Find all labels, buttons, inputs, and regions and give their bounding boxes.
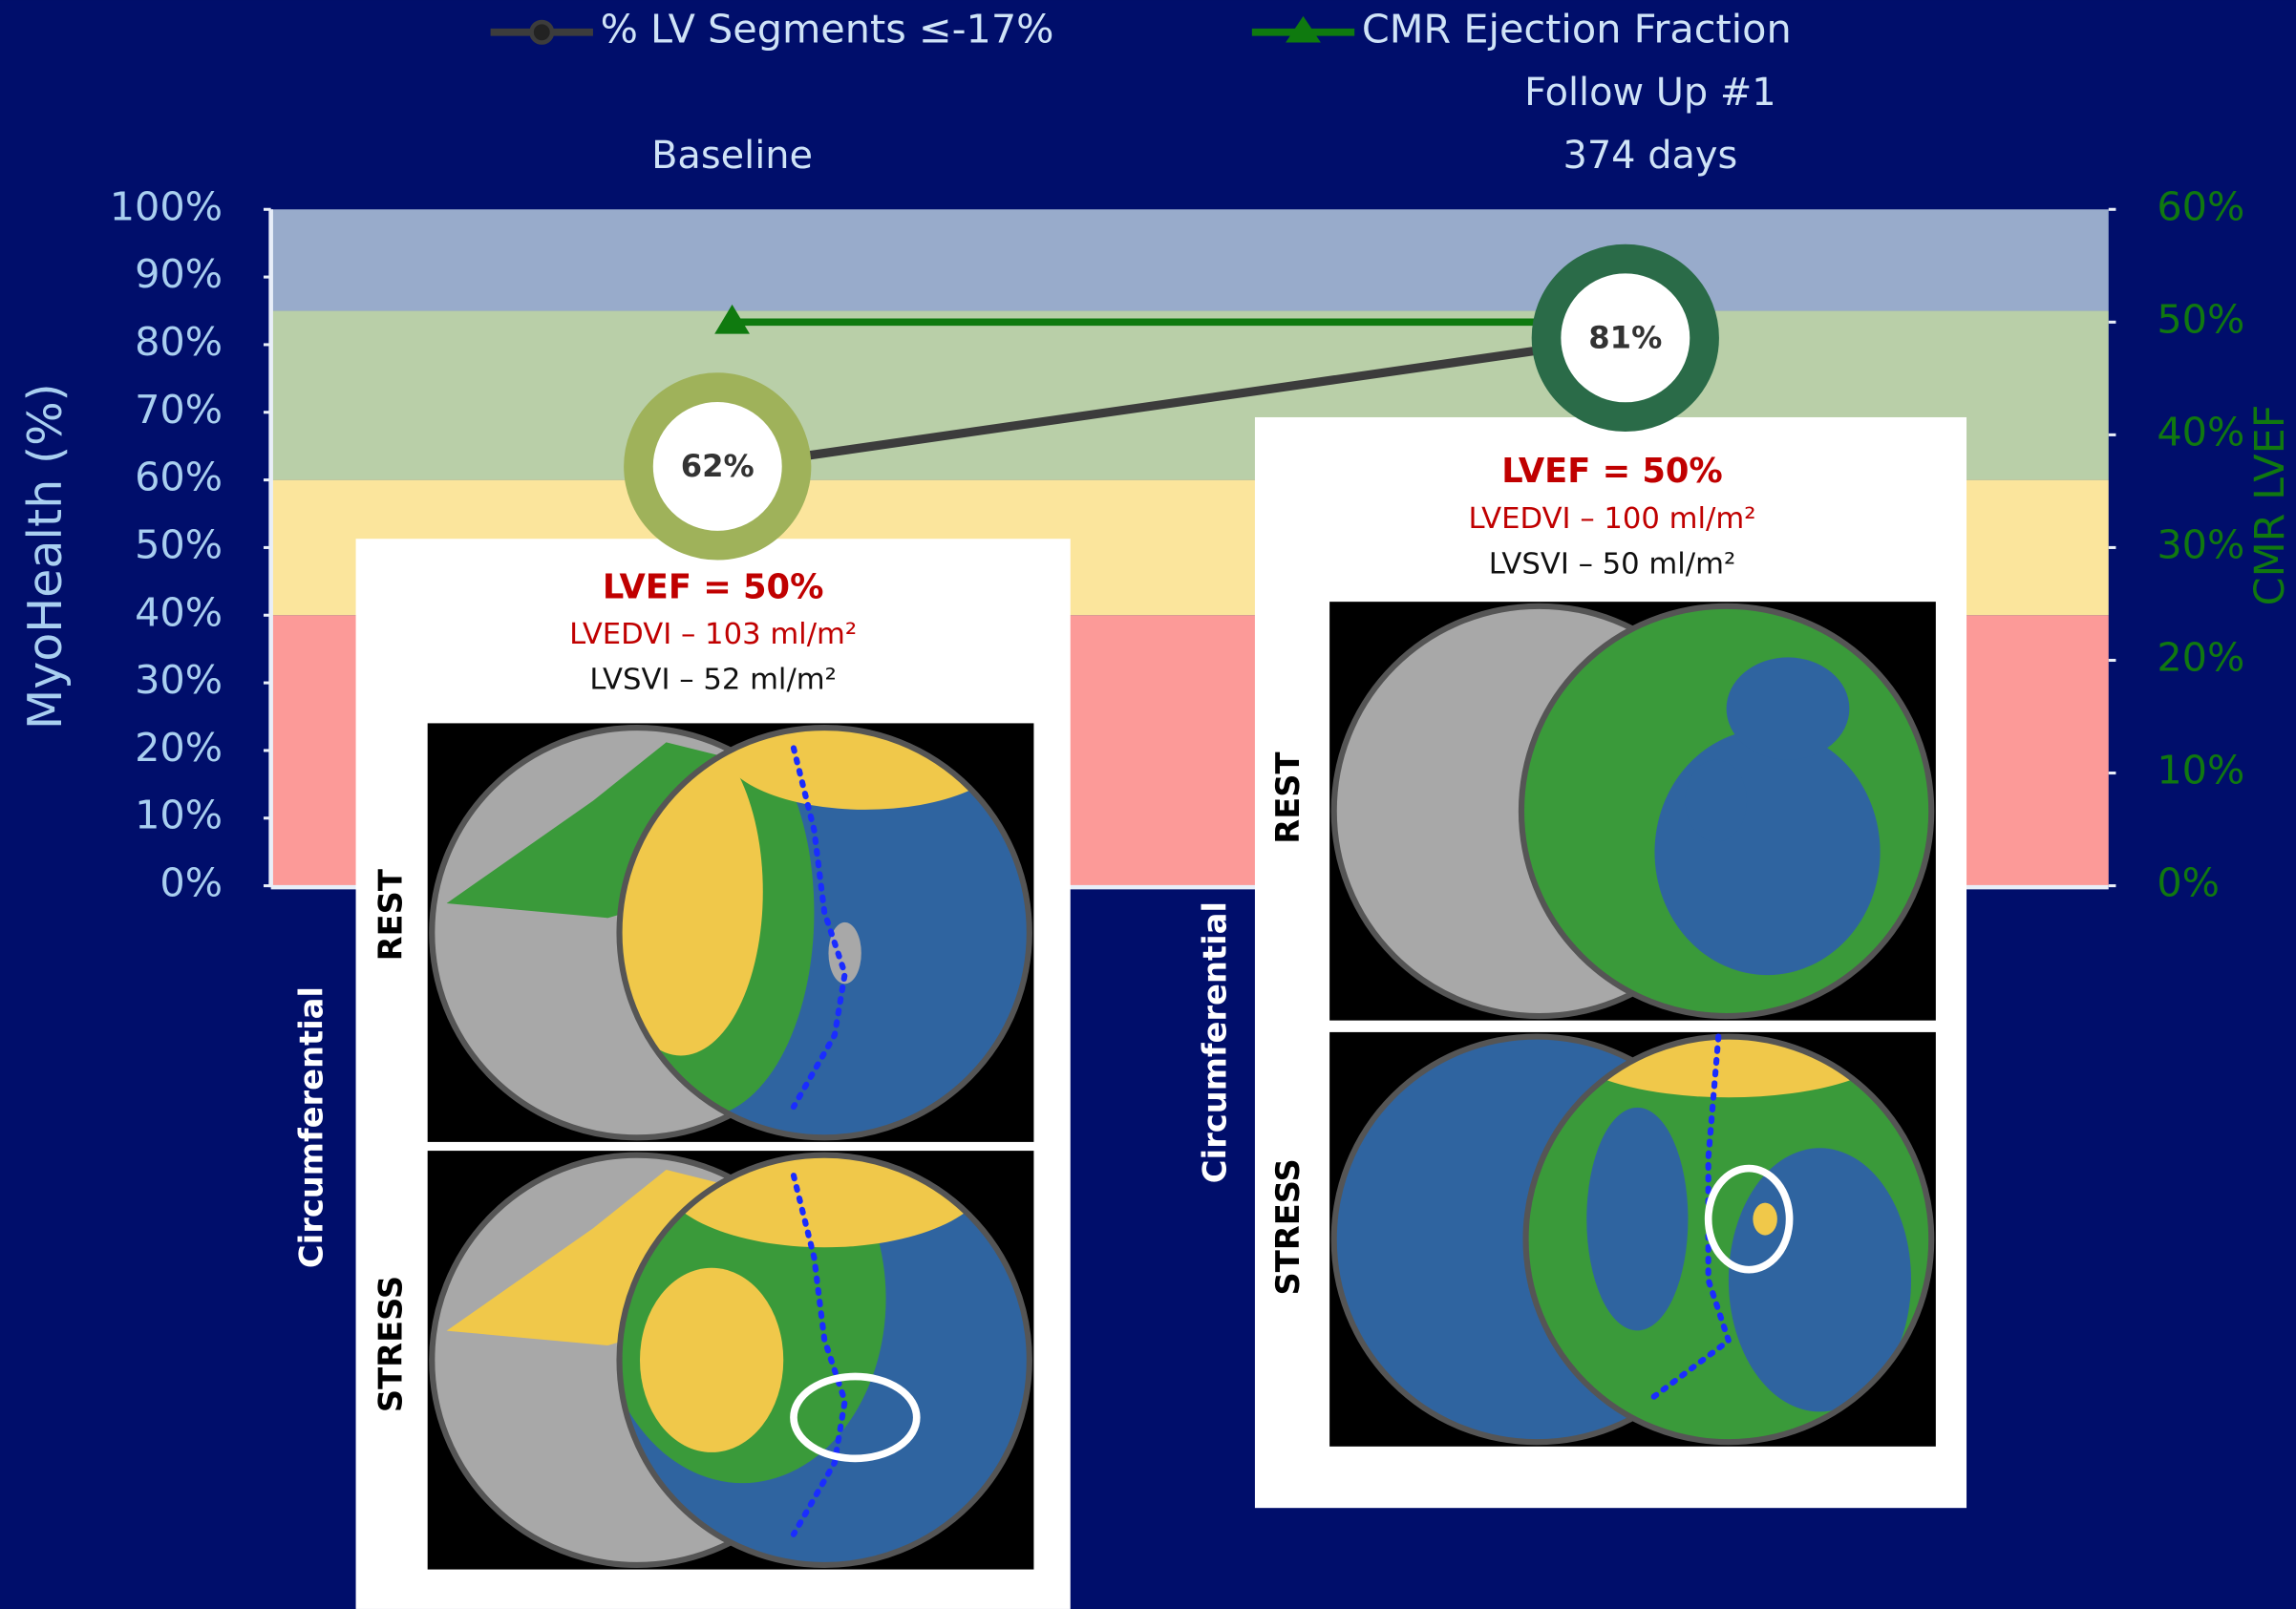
y2-tick-label: 60% bbox=[2157, 183, 2244, 229]
y2-tick-label: 20% bbox=[2157, 634, 2244, 680]
bullseye bbox=[1329, 1031, 1936, 1447]
lvef: LVEF = 50% bbox=[1501, 452, 1723, 491]
map-blob bbox=[1753, 1202, 1777, 1236]
map-dotted-line bbox=[790, 1173, 848, 1537]
value-label: 62% bbox=[681, 448, 755, 484]
map-right bbox=[1520, 605, 1932, 1017]
circle-marker bbox=[624, 372, 812, 561]
rest-label: REST bbox=[372, 869, 409, 961]
y2-tick-label: 0% bbox=[2157, 860, 2220, 906]
y-tick-label: 70% bbox=[135, 387, 223, 433]
y2-tick-label: 10% bbox=[2157, 748, 2244, 794]
map-blob bbox=[1566, 1036, 1891, 1098]
rest-label: REST bbox=[1269, 752, 1307, 843]
map-right bbox=[619, 1154, 1030, 1565]
map-right bbox=[619, 728, 1030, 1138]
bullseye-maps bbox=[427, 602, 1936, 1570]
lvsvi: LVSVI – 52 ml/m² bbox=[589, 663, 837, 696]
y2-tick-label: 30% bbox=[2157, 521, 2244, 567]
category-label: Baseline bbox=[651, 134, 813, 178]
map-blob bbox=[828, 921, 861, 984]
category-label: Follow Up #1 bbox=[1524, 71, 1776, 115]
line bbox=[731, 333, 1626, 471]
map-blob bbox=[639, 1267, 784, 1452]
map-blob bbox=[1654, 729, 1881, 976]
map-dotted-line bbox=[1644, 1033, 1733, 1405]
lvef: LVEF = 50% bbox=[603, 567, 824, 606]
stress-label: STRESS bbox=[372, 1276, 409, 1412]
lvsvi: LVSVI – 50 ml/m² bbox=[1489, 547, 1736, 581]
y-tick-label: 40% bbox=[135, 589, 223, 635]
legend-label: CMR Ejection Fraction bbox=[1362, 7, 1792, 53]
legend-marker bbox=[1286, 15, 1321, 43]
circle-marker bbox=[1531, 243, 1719, 432]
map-blob bbox=[1685, 759, 1748, 842]
y2-axis-title: CMR LVEF bbox=[2246, 405, 2294, 606]
y-tick-label: 90% bbox=[135, 251, 223, 297]
legend-label: % LV Segments ≤-17% bbox=[601, 7, 1054, 53]
y-tick-label: 30% bbox=[135, 657, 223, 703]
y-tick-label: 20% bbox=[135, 725, 223, 771]
map-blob bbox=[660, 1154, 989, 1248]
map-lesion bbox=[1704, 1164, 1794, 1274]
value-label: 81% bbox=[1588, 319, 1662, 355]
y-tick-label: 50% bbox=[135, 521, 223, 567]
y-axis-title: MyoHealth (%) bbox=[17, 383, 73, 730]
stress-label: STRESS bbox=[1269, 1158, 1307, 1295]
triangle-marker bbox=[714, 304, 750, 334]
map-lesion bbox=[790, 1372, 921, 1463]
bullseye bbox=[427, 1151, 1034, 1570]
lvedvi: LVEDVI – 103 ml/m² bbox=[569, 618, 857, 651]
map-blob bbox=[1726, 657, 1850, 760]
y-tick-label: 10% bbox=[135, 793, 223, 838]
y-tick-label: 100% bbox=[110, 183, 223, 229]
map-dotted-line bbox=[790, 745, 848, 1111]
plot: 62% 81% bbox=[624, 243, 1719, 561]
lvedvi: LVEDVI – 100 ml/m² bbox=[1468, 502, 1755, 536]
map-blob bbox=[721, 728, 1010, 810]
legend-marker bbox=[529, 19, 555, 45]
bullseye bbox=[1329, 602, 1936, 1021]
y2-tick-label: 40% bbox=[2157, 409, 2244, 455]
mode-label: Circumferential bbox=[293, 986, 330, 1268]
map-right-ring bbox=[616, 1152, 1032, 1569]
map-right-ring bbox=[1518, 603, 1935, 1020]
band bbox=[270, 209, 2109, 311]
map-right-ring bbox=[616, 724, 1032, 1141]
y-tick-label: 80% bbox=[135, 319, 223, 365]
map-right bbox=[1525, 1036, 1932, 1443]
category-note: 374 days bbox=[1563, 134, 1737, 178]
y2-tick-label: 50% bbox=[2157, 296, 2244, 342]
mode-label: Circumferential bbox=[1197, 901, 1234, 1183]
map-blob bbox=[1586, 1107, 1689, 1331]
y-tick-label: 0% bbox=[159, 860, 223, 906]
map-right-ring bbox=[1522, 1033, 1935, 1446]
y-tick-label: 60% bbox=[135, 455, 223, 500]
bullseye bbox=[427, 723, 1034, 1142]
